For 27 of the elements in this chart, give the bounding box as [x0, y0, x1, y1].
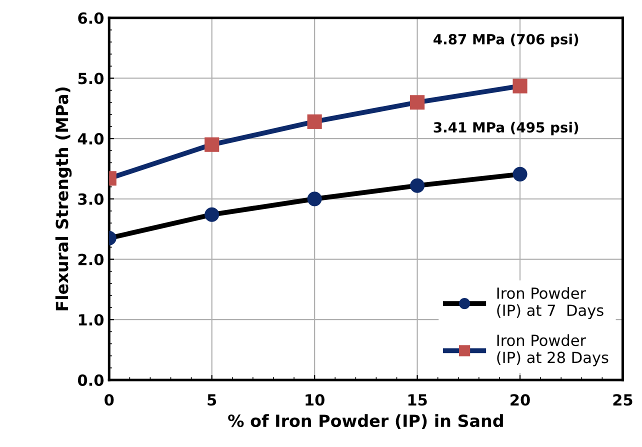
point — [410, 178, 425, 193]
y-tick-label: 6.0 — [78, 12, 104, 24]
point — [307, 192, 322, 206]
y-axis-title: Flexural Strength (MPa) — [55, 87, 72, 310]
x-tick-label: 20 — [510, 394, 530, 406]
y-tick-label: 4.0 — [78, 133, 104, 145]
point — [204, 207, 220, 222]
point — [204, 137, 220, 152]
point — [410, 95, 425, 110]
y-tick-label: 2.0 — [78, 254, 104, 266]
point — [307, 114, 322, 129]
y-tick-label: 3.0 — [78, 193, 104, 205]
x-tick-label: 25 — [613, 394, 632, 406]
legend-label: Iron Powder (IP) at 28 Days — [497, 334, 608, 366]
annotation: 3.41 MPa (495 psi) — [434, 122, 578, 136]
x-tick-label: 10 — [306, 394, 324, 406]
x-axis-title: % of Iron Powder (IP) in Sand — [228, 414, 503, 430]
legend-label: Iron Powder (IP) at 7 Days — [497, 287, 604, 320]
y-tick-label: 1.0 — [78, 314, 104, 326]
y-tick-label: 5.0 — [78, 72, 104, 84]
point — [512, 78, 528, 94]
point — [512, 166, 528, 182]
x-tick-label: 15 — [408, 394, 427, 406]
x-tick-label: 0 — [104, 394, 114, 406]
y-tick-label: 0.0 — [78, 374, 104, 386]
annotation: 4.87 MPa (706 psi) — [434, 34, 578, 48]
x-tick-label: 5 — [208, 394, 216, 406]
